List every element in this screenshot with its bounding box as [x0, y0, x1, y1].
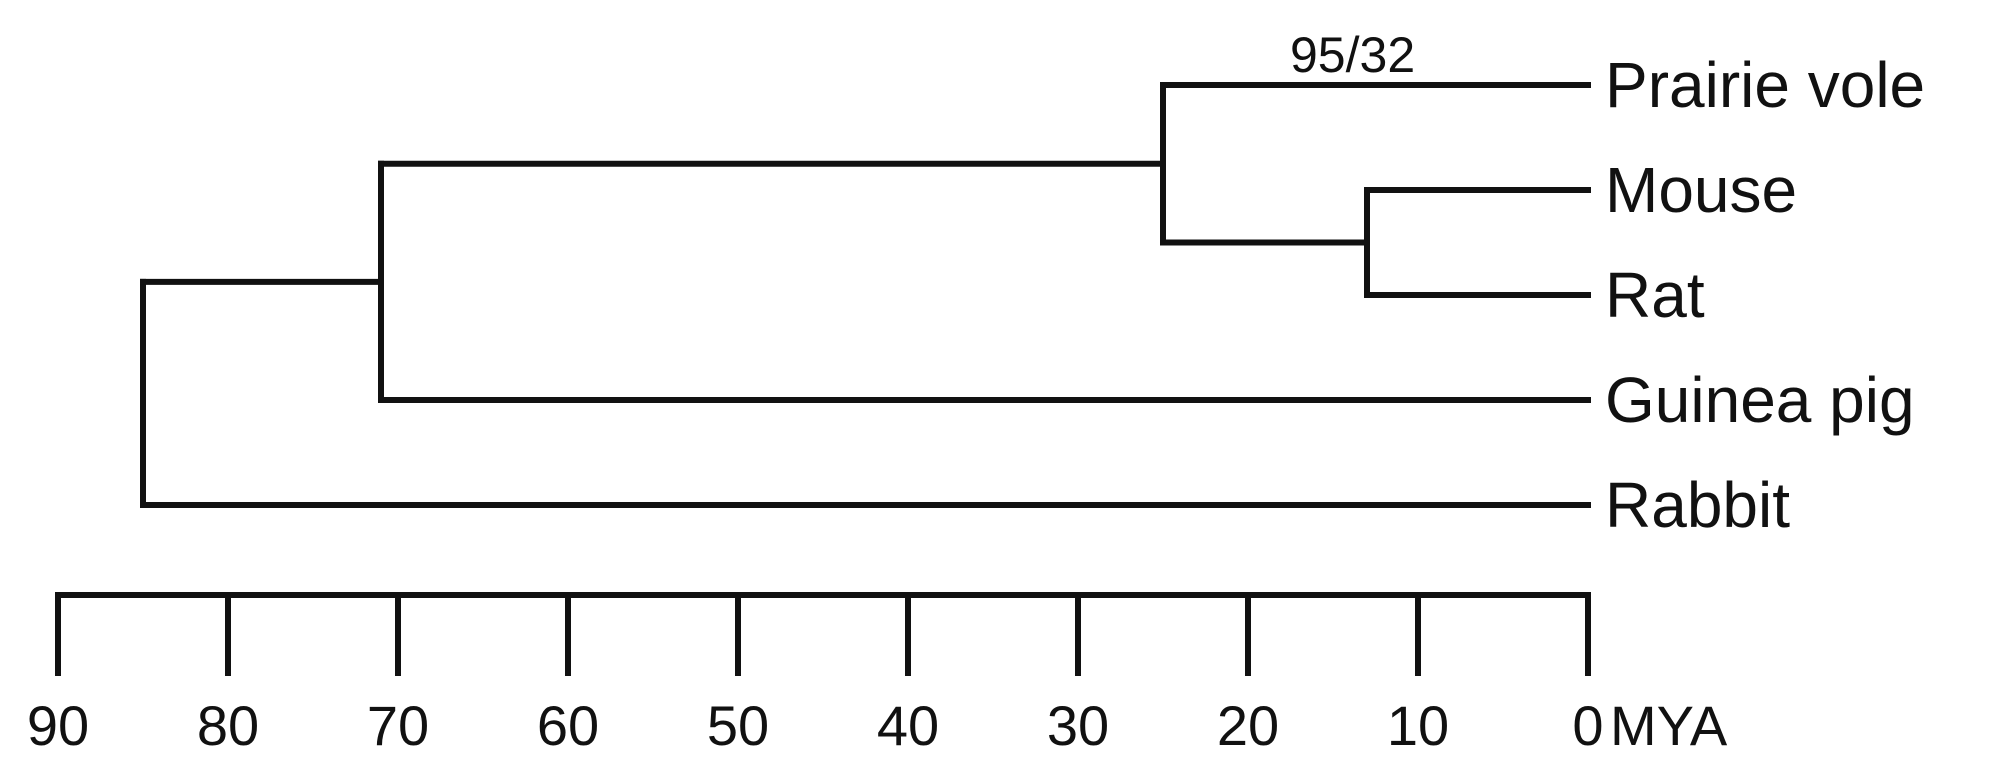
- time-scale-unit: MYA: [1610, 694, 1728, 757]
- time-scale-ticks: [55, 592, 1591, 676]
- taxon-label-prairie-vole: Prairie vole: [1605, 49, 1925, 121]
- tree-branches: [140, 82, 1591, 508]
- tick-label-50: 50: [707, 694, 769, 757]
- taxon-labels: Prairie vole Mouse Rat Guinea pig Rabbit: [1605, 49, 1925, 541]
- tick-label-10: 10: [1387, 694, 1449, 757]
- taxon-label-rabbit: Rabbit: [1605, 469, 1790, 541]
- tick-label-0: 0: [1572, 694, 1603, 757]
- tick-label-20: 20: [1217, 694, 1279, 757]
- tick-label-80: 80: [197, 694, 259, 757]
- time-scale-tick-labels: 90 80 70 60 50 40 30 20 10 0: [27, 694, 1604, 757]
- support-value-label: 95/32: [1290, 27, 1415, 83]
- tick-label-30: 30: [1047, 694, 1109, 757]
- taxon-label-rat: Rat: [1605, 259, 1705, 331]
- tick-label-60: 60: [537, 694, 599, 757]
- tick-label-40: 40: [877, 694, 939, 757]
- tick-label-90: 90: [27, 694, 89, 757]
- time-scale-axis: 90 80 70 60 50 40 30 20 10 0 MYA: [27, 592, 1728, 757]
- taxon-label-guinea-pig: Guinea pig: [1605, 364, 1915, 436]
- taxon-label-mouse: Mouse: [1605, 154, 1797, 226]
- tick-label-70: 70: [367, 694, 429, 757]
